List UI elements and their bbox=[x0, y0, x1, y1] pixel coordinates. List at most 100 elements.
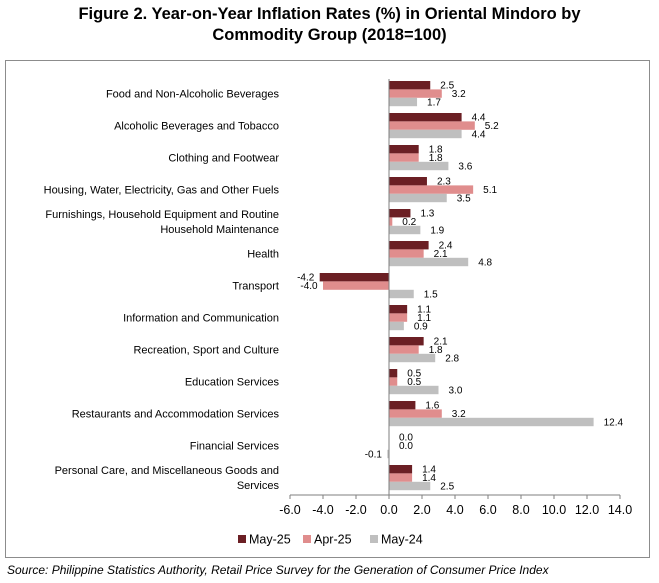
category-label-1: Food and Non-Alcoholic Beverages bbox=[106, 89, 280, 101]
data-label-apr-25-13: 1.4 bbox=[422, 473, 436, 484]
category-label-9: Recreation, Sport and Culture bbox=[133, 345, 279, 357]
data-label-may-25-2: 4.4 bbox=[472, 113, 486, 124]
bar-may-25-2 bbox=[389, 113, 462, 122]
bar-apr-25-3 bbox=[389, 153, 419, 162]
data-label-apr-25-7: -4.0 bbox=[300, 281, 318, 292]
x-tick-label-11: 14.0 bbox=[608, 503, 632, 517]
bar-may-24-2 bbox=[389, 129, 462, 139]
category-label-2: Alcoholic Beverages and Tobacco bbox=[114, 121, 279, 133]
bar-may-24-8 bbox=[389, 321, 404, 331]
category-label-10: Education Services bbox=[185, 377, 280, 389]
category-label-4: Housing, Water, Electricity, Gas and Oth… bbox=[44, 185, 280, 197]
bar-may-25-4 bbox=[389, 177, 427, 186]
bar-apr-25-2 bbox=[389, 121, 475, 130]
data-label-may-25-11: 1.6 bbox=[425, 401, 439, 412]
x-tick-label-8: 8.0 bbox=[512, 503, 529, 517]
data-label-apr-25-11: 3.2 bbox=[452, 409, 466, 420]
data-label-may-25-12: 0.0 bbox=[399, 433, 413, 444]
bar-may-24-7 bbox=[389, 289, 414, 299]
data-label-apr-25-1: 3.2 bbox=[452, 89, 466, 100]
data-label-may-24-12: -0.1 bbox=[365, 450, 383, 461]
data-label-may-25-4: 2.3 bbox=[437, 177, 451, 188]
data-label-may-25-3: 1.8 bbox=[429, 145, 443, 156]
bar-may-24-5 bbox=[389, 225, 421, 235]
category-label-13-line-2: Services bbox=[237, 480, 280, 492]
category-label-6: Health bbox=[247, 249, 279, 261]
bar-may-24-6 bbox=[389, 257, 469, 267]
bar-apr-25-9 bbox=[389, 345, 419, 354]
data-label-may-24-4: 3.5 bbox=[457, 194, 471, 205]
category-label-11: Restaurants and Accommodation Services bbox=[72, 409, 280, 421]
category-label-13-line-1: Personal Care, and Miscellaneous Goods a… bbox=[55, 465, 279, 477]
bar-apr-25-7 bbox=[323, 281, 389, 290]
bar-may-24-3 bbox=[389, 161, 449, 171]
data-label-apr-25-2: 5.2 bbox=[485, 121, 499, 132]
category-label-3: Clothing and Footwear bbox=[168, 153, 279, 165]
data-label-may-24-1: 1.7 bbox=[427, 98, 441, 109]
x-tick-label-2: -4.0 bbox=[312, 503, 334, 517]
data-label-apr-25-3: 1.8 bbox=[429, 153, 443, 164]
bar-apr-25-10 bbox=[389, 377, 398, 386]
x-tick-label-4: 0.0 bbox=[380, 503, 397, 517]
x-tick-label-9: 10.0 bbox=[542, 503, 566, 517]
bar-apr-25-8 bbox=[389, 313, 408, 322]
bar-apr-25-5 bbox=[389, 217, 393, 226]
data-label-may-24-9: 2.8 bbox=[445, 354, 459, 365]
data-label-may-25-9: 2.1 bbox=[434, 337, 448, 348]
x-tick-label-6: 4.0 bbox=[446, 503, 463, 517]
category-label-8: Information and Communication bbox=[123, 313, 279, 325]
bar-may-24-11 bbox=[389, 417, 594, 427]
data-label-may-25-10: 0.5 bbox=[407, 369, 421, 380]
legend-label-apr-25: Apr-25 bbox=[314, 533, 352, 547]
x-tick-label-7: 6.0 bbox=[479, 503, 496, 517]
bar-apr-25-6 bbox=[389, 249, 424, 258]
bar-apr-25-4 bbox=[389, 185, 474, 194]
data-label-may-25-8: 1.1 bbox=[417, 305, 431, 316]
data-label-apr-25-10: 0.5 bbox=[407, 377, 421, 388]
bar-may-25-13 bbox=[389, 465, 413, 474]
chart-frame bbox=[5, 60, 650, 558]
legend-swatch-may-25 bbox=[238, 535, 246, 543]
data-label-may-25-1: 2.5 bbox=[440, 81, 454, 92]
data-label-may-24-2: 4.4 bbox=[472, 130, 486, 141]
bar-may-25-1 bbox=[389, 81, 431, 90]
source-note: Source: Philippine Statistics Authority,… bbox=[7, 563, 549, 577]
bar-may-25-8 bbox=[389, 305, 408, 314]
bar-may-25-7 bbox=[319, 273, 389, 282]
data-label-may-25-5: 1.3 bbox=[420, 209, 434, 220]
data-label-may-24-5: 1.9 bbox=[430, 226, 444, 237]
data-label-may-24-7: 1.5 bbox=[424, 290, 438, 301]
bar-may-24-4 bbox=[389, 193, 447, 203]
data-label-may-24-3: 3.6 bbox=[458, 162, 472, 173]
bar-may-25-5 bbox=[389, 209, 411, 218]
chart-title: Figure 2. Year-on-Year Inflation Rates (… bbox=[0, 4, 659, 46]
legend-label-may-25: May-25 bbox=[249, 533, 291, 547]
chart-title-line-2: Commodity Group (2018=100) bbox=[212, 26, 447, 44]
category-label-5-line-2: Household Maintenance bbox=[160, 224, 279, 236]
bar-may-25-9 bbox=[389, 337, 424, 346]
category-label-7: Transport bbox=[232, 281, 279, 293]
bar-apr-25-11 bbox=[389, 409, 442, 418]
category-label-5-line-1: Furnishings, Household Equipment and Rou… bbox=[45, 209, 279, 221]
chart-title-line-1: Figure 2. Year-on-Year Inflation Rates (… bbox=[78, 5, 581, 23]
x-tick-label-10: 12.0 bbox=[575, 503, 599, 517]
bar-apr-25-1 bbox=[389, 89, 442, 98]
category-label-12: Financial Services bbox=[190, 441, 280, 453]
bar-may-25-11 bbox=[389, 401, 416, 410]
x-tick-label-5: 2.0 bbox=[413, 503, 430, 517]
bar-may-24-13 bbox=[389, 481, 431, 491]
data-label-apr-25-4: 5.1 bbox=[483, 185, 497, 196]
data-label-apr-25-8: 1.1 bbox=[417, 313, 431, 324]
data-label-may-24-13: 2.5 bbox=[440, 482, 454, 493]
bar-may-25-3 bbox=[389, 145, 419, 154]
legend-swatch-apr-25 bbox=[303, 535, 311, 543]
x-tick-label-3: -2.0 bbox=[345, 503, 367, 517]
legend-label-may-24: May-24 bbox=[381, 533, 423, 547]
bar-may-24-12 bbox=[387, 449, 389, 459]
data-label-apr-25-5: 0.2 bbox=[402, 217, 416, 228]
data-label-apr-25-9: 1.8 bbox=[429, 345, 443, 356]
data-label-may-24-11: 12.4 bbox=[604, 418, 624, 429]
bar-apr-25-13 bbox=[389, 473, 413, 482]
bar-may-24-9 bbox=[389, 353, 436, 363]
